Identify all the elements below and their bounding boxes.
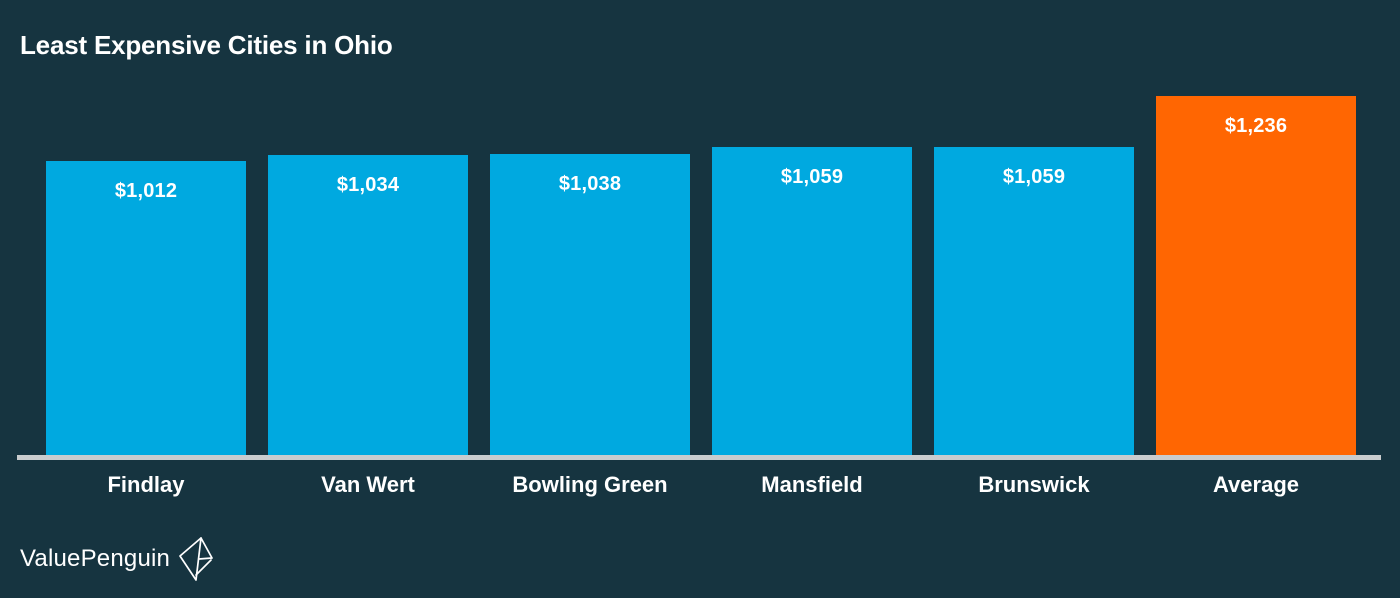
- brand-name: ValuePenguin: [20, 545, 171, 572]
- x-axis-label-mansfield: Mansfield: [761, 472, 863, 497]
- x-axis-label-average: Average: [1212, 472, 1299, 497]
- chart-title: Least Expensive Cities in Ohio: [20, 30, 393, 60]
- bar-mansfield: $1,059: [712, 147, 912, 455]
- bar-findlay: $1,012: [46, 161, 246, 455]
- bar-slot: $1,059: [934, 96, 1134, 455]
- bar-slot: $1,012: [46, 96, 246, 455]
- x-axis-line: [17, 455, 1381, 460]
- x-axis-label-brunswick: Brunswick: [978, 472, 1090, 497]
- bar-value-label-bowling-green: $1,038: [558, 172, 622, 195]
- bar-bowling-green: $1,038: [490, 153, 690, 455]
- bar-value-label-average: $1,236: [1224, 115, 1288, 137]
- x-axis-label-van-wert: Van Wert: [321, 472, 415, 497]
- bar-van-wert: $1,034: [268, 154, 468, 455]
- x-axis-label-bowling-green: Bowling Green: [512, 472, 668, 497]
- brand-footer: ValuePenguin: [20, 537, 213, 581]
- bar-slot: $1,236: [1156, 96, 1356, 455]
- bar-value-label-van-wert: $1,034: [336, 173, 400, 196]
- bar-brunswick: $1,059: [934, 147, 1134, 455]
- valuepenguin-logo-icon: [179, 537, 213, 581]
- bar-slot: $1,038: [490, 96, 690, 455]
- bar-value-label-brunswick: $1,059: [1002, 166, 1066, 189]
- bar-slot: $1,034: [268, 96, 468, 455]
- bar-value-label-findlay: $1,012: [114, 180, 178, 203]
- bar-value-label-mansfield: $1,059: [780, 166, 844, 189]
- bar-chart-plot: $1,012 $1,034 $1,038 $1,059 $1,059 $1,236: [46, 96, 1356, 455]
- bar-slot: $1,059: [712, 96, 912, 455]
- x-axis-label-findlay: Findlay: [107, 472, 185, 497]
- x-axis-labels: Findlay Van Wert Bowling Green Mansfield Bru…: [46, 472, 1356, 498]
- bar-average: $1,236: [1156, 96, 1356, 455]
